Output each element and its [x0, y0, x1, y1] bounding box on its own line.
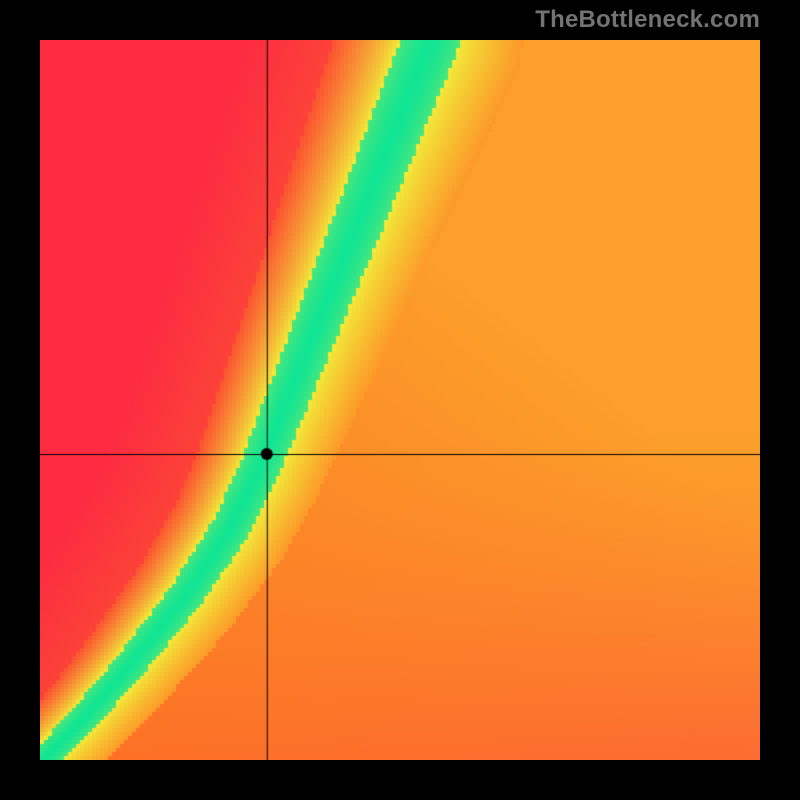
bottleneck-heatmap [40, 40, 760, 760]
chart-container: TheBottleneck.com [0, 0, 800, 800]
watermark-label: TheBottleneck.com [535, 6, 760, 34]
